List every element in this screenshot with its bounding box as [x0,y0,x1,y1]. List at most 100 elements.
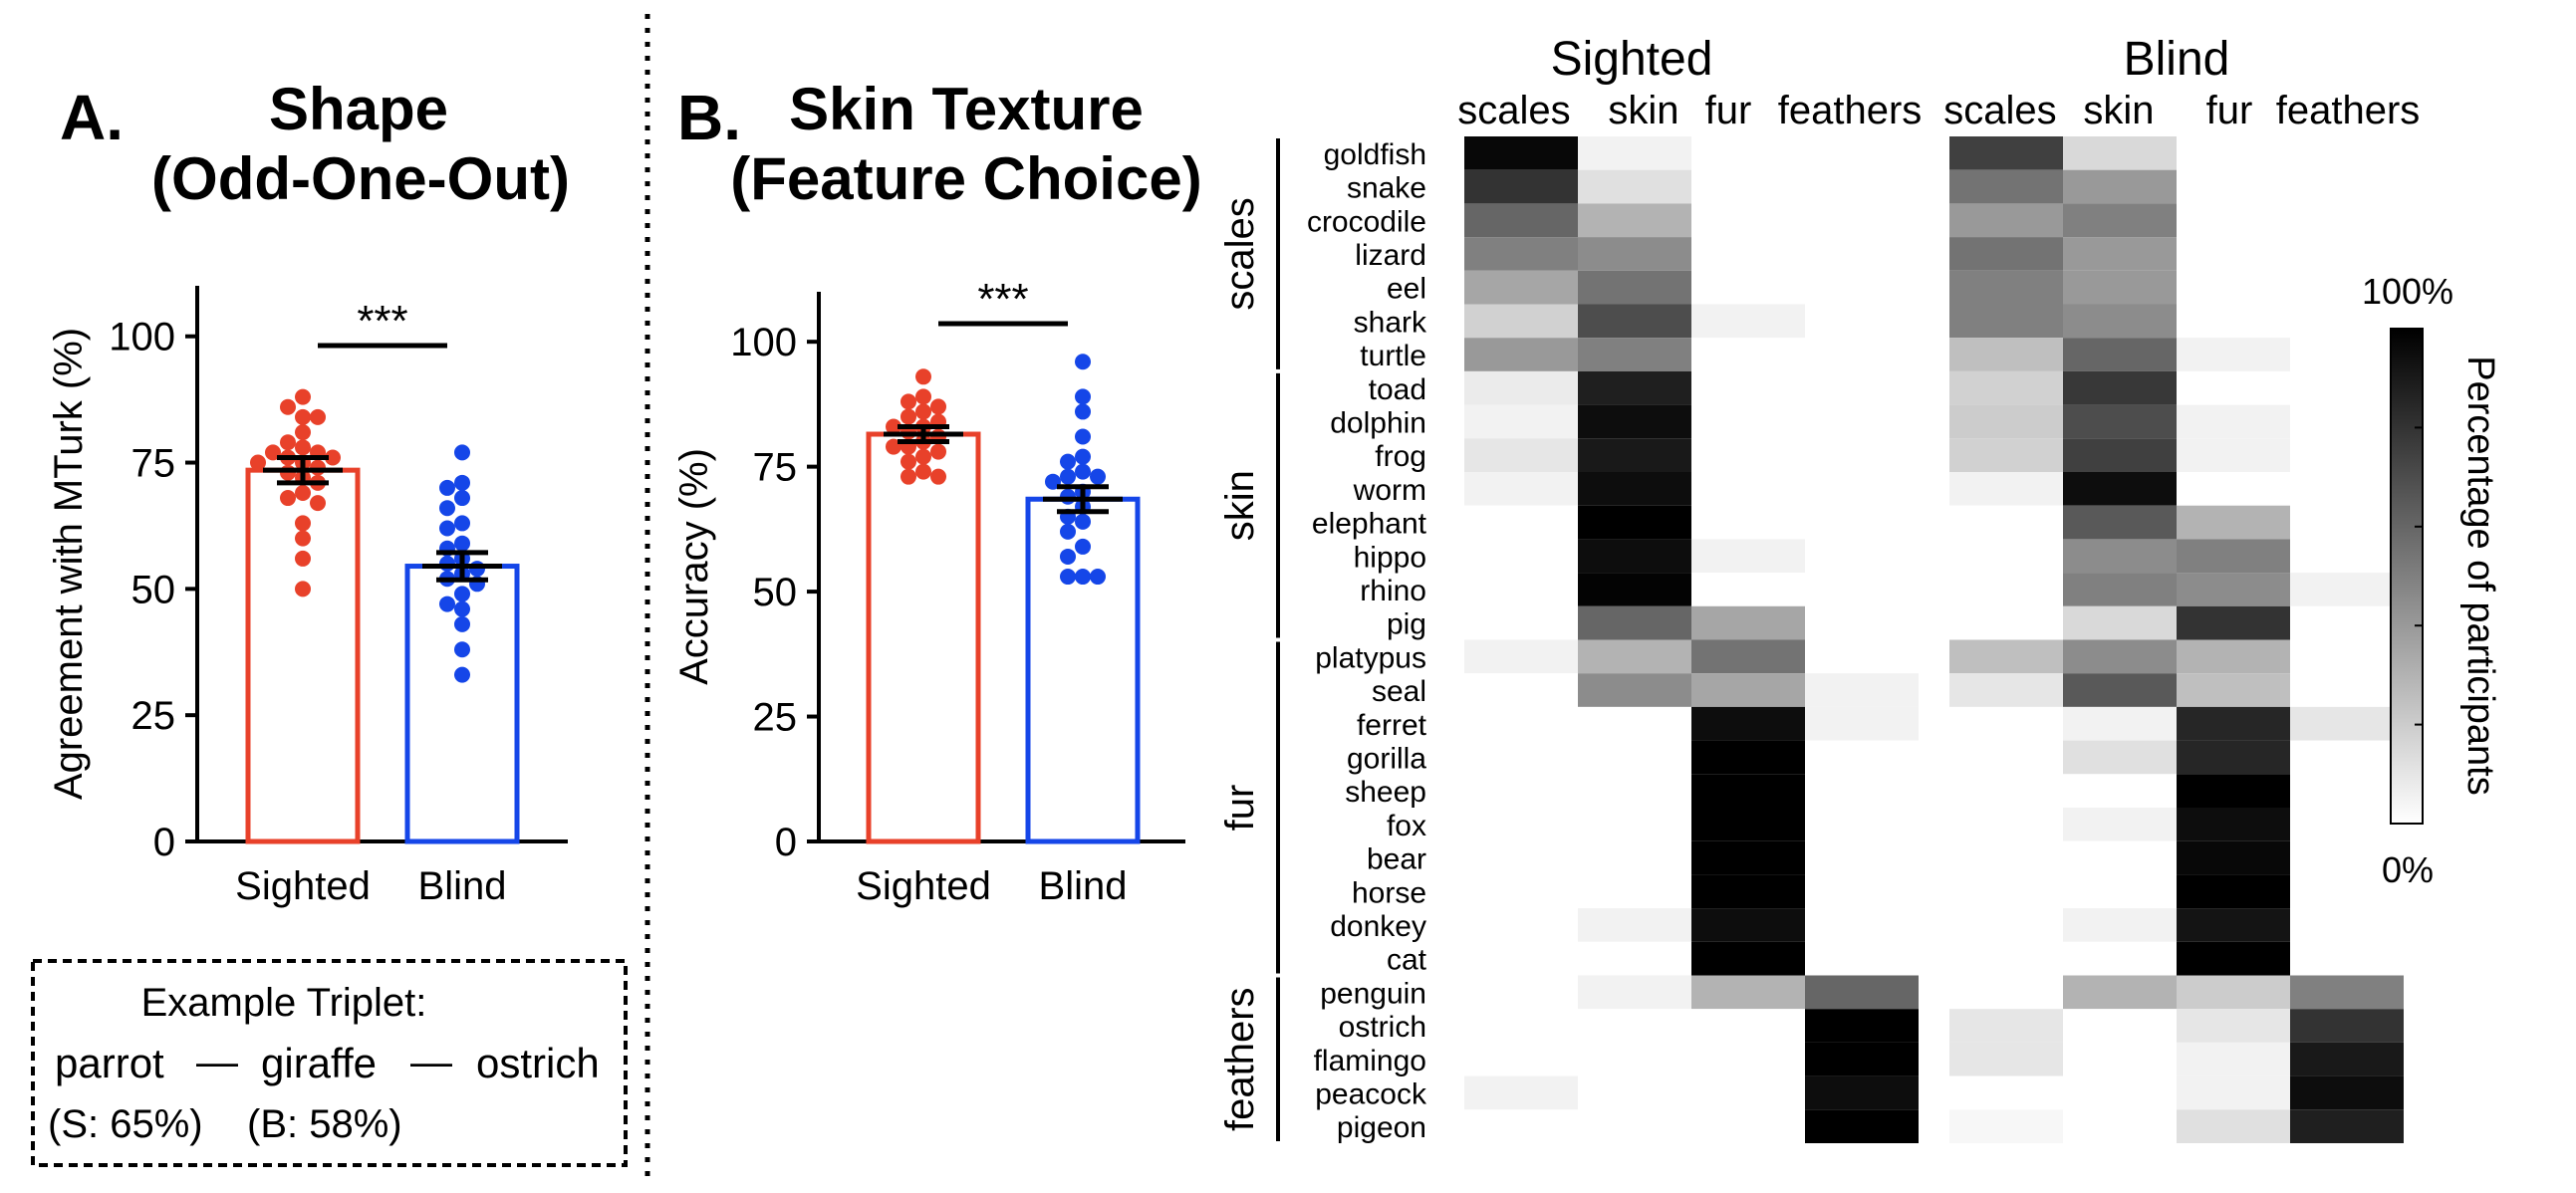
heatmap-row-label: cat [1387,944,1427,977]
example-word-ostrich: ostrich [476,1040,600,1086]
heatmap-cell [1578,774,1691,808]
heatmap-cell [2063,941,2177,976]
heatmap-cell [1578,237,1691,271]
bar-a-data-point [280,490,296,507]
heatmap-cell [2063,505,2177,540]
heatmap-cell [1691,1042,1805,1076]
heatmap-cell [1691,1075,1805,1110]
heatmap-cell [1578,639,1691,674]
bar-b-y-label: Accuracy (%) [672,448,716,685]
bar-a-data-point [295,424,311,441]
example-dash-2: — [410,1038,452,1084]
heatmap-cell [2290,605,2404,640]
heatmap-cell [2290,908,2404,942]
heatmap-group-label: scales [1218,197,1262,310]
heatmap-cell [2290,975,2404,1010]
heatmap-cell [1805,840,1919,875]
heatmap-cell [1691,673,1805,707]
bar-a-data-point [454,586,470,602]
heatmap-cell [2290,1075,2404,1110]
bar-b-data-point [901,393,916,410]
heatmap-cell [1464,740,1578,775]
heatmap-cell [1464,975,1578,1010]
heatmap-cell [2063,1042,2177,1076]
heatmap-cell [2063,539,2177,574]
heatmap-cell [1464,304,1578,339]
bar-a-data-point [439,500,455,517]
heatmap-cell [1949,169,2063,204]
heatmap-cell [2290,639,2404,674]
heatmap-cell [1578,1109,1691,1143]
heatmap-cell [1805,136,1919,170]
heatmap-cell [2290,840,2404,875]
heatmap-cell [2063,774,2177,808]
heatmap-cell [1805,169,1919,204]
bar-a-data-point [295,388,311,405]
heatmap-cell [1464,908,1578,942]
example-box [31,959,628,1167]
bar-b-data-point [1075,569,1091,586]
bar-b-data-point [1075,463,1091,480]
heatmap-cell [2063,740,2177,775]
heatmap-column-label: fur [1705,89,1752,132]
heatmap-cell [2177,304,2290,339]
heatmap-cell [2290,438,2404,472]
bar-b-data-point [1090,468,1106,485]
heatmap-cell [1464,237,1578,271]
bar-a-data-point [295,408,311,425]
heatmap-cell [1578,874,1691,909]
heatmap-row-label: lizard [1355,239,1426,272]
heatmap-cell [1805,237,1919,271]
heatmap-row-label: horse [1352,876,1426,909]
heatmap-row-label: ferret [1357,709,1427,742]
bar-a-y-tick-label: 25 [131,694,176,738]
heatmap-cell [1691,1009,1805,1043]
example-sighted-stat: (S: 65%) [48,1102,203,1146]
heatmap-cell [1805,539,1919,574]
heatmap-cell [2063,237,2177,271]
heatmap-cell [2290,237,2404,271]
heatmap-cell [2177,136,2290,170]
heatmap-cell [2290,740,2404,775]
heatmap-cell [1805,304,1919,339]
heatmap-cell [2063,706,2177,741]
heatmap-column-label: feathers [1778,89,1923,132]
bar-a-data-point [295,550,311,567]
bar-a-data-point [310,408,326,425]
heatmap-cell [1805,1042,1919,1076]
bar-chart-a: 0 25 50 75 100 Agreement with MTurk (%) Sighte… [47,286,568,908]
heatmap-row-label: goldfish [1324,138,1426,171]
bar-a-x-tick-label: Sighted [235,864,371,908]
bar-a-data-point [439,520,455,537]
bar-a-y-label: Agreement with MTurk (%) [47,328,91,800]
heatmap-row-label: shark [1354,306,1427,339]
heatmap-row-label: rhino [1360,575,1426,607]
heatmap-row-label: eel [1387,273,1426,306]
bar-b-data-point [1075,403,1091,420]
heatmap-cell [1805,673,1919,707]
heatmap-cell [1691,304,1805,339]
heatmap-cell [2177,438,2290,472]
heatmap-cell [1805,438,1919,472]
bar-a-data-point [295,530,311,547]
heatmap-title-blind: Blind [2124,33,2230,86]
bar-a-significance-stars: *** [357,297,407,346]
heatmap-cell [1578,338,1691,371]
heatmap-cell [1578,472,1691,506]
heatmap-cell [1578,505,1691,540]
heatmap-row-label: sheep [1345,776,1426,809]
bar-b-data-point [1060,569,1076,586]
heatmap-row-label: frog [1375,440,1426,473]
heatmap-cell [1464,1042,1578,1076]
heatmap-cell [1949,941,2063,976]
heatmap-cell [1949,505,2063,540]
bar-b-data-point [930,468,946,485]
heatmap-cell [2290,808,2404,841]
bar-b-data-point [915,448,931,465]
heatmap-cell [2290,706,2404,741]
heatmap-cell [1691,539,1805,574]
heatmap-row-label: crocodile [1307,205,1426,238]
heatmap-cell [1578,908,1691,942]
heatmap-cell [1805,774,1919,808]
